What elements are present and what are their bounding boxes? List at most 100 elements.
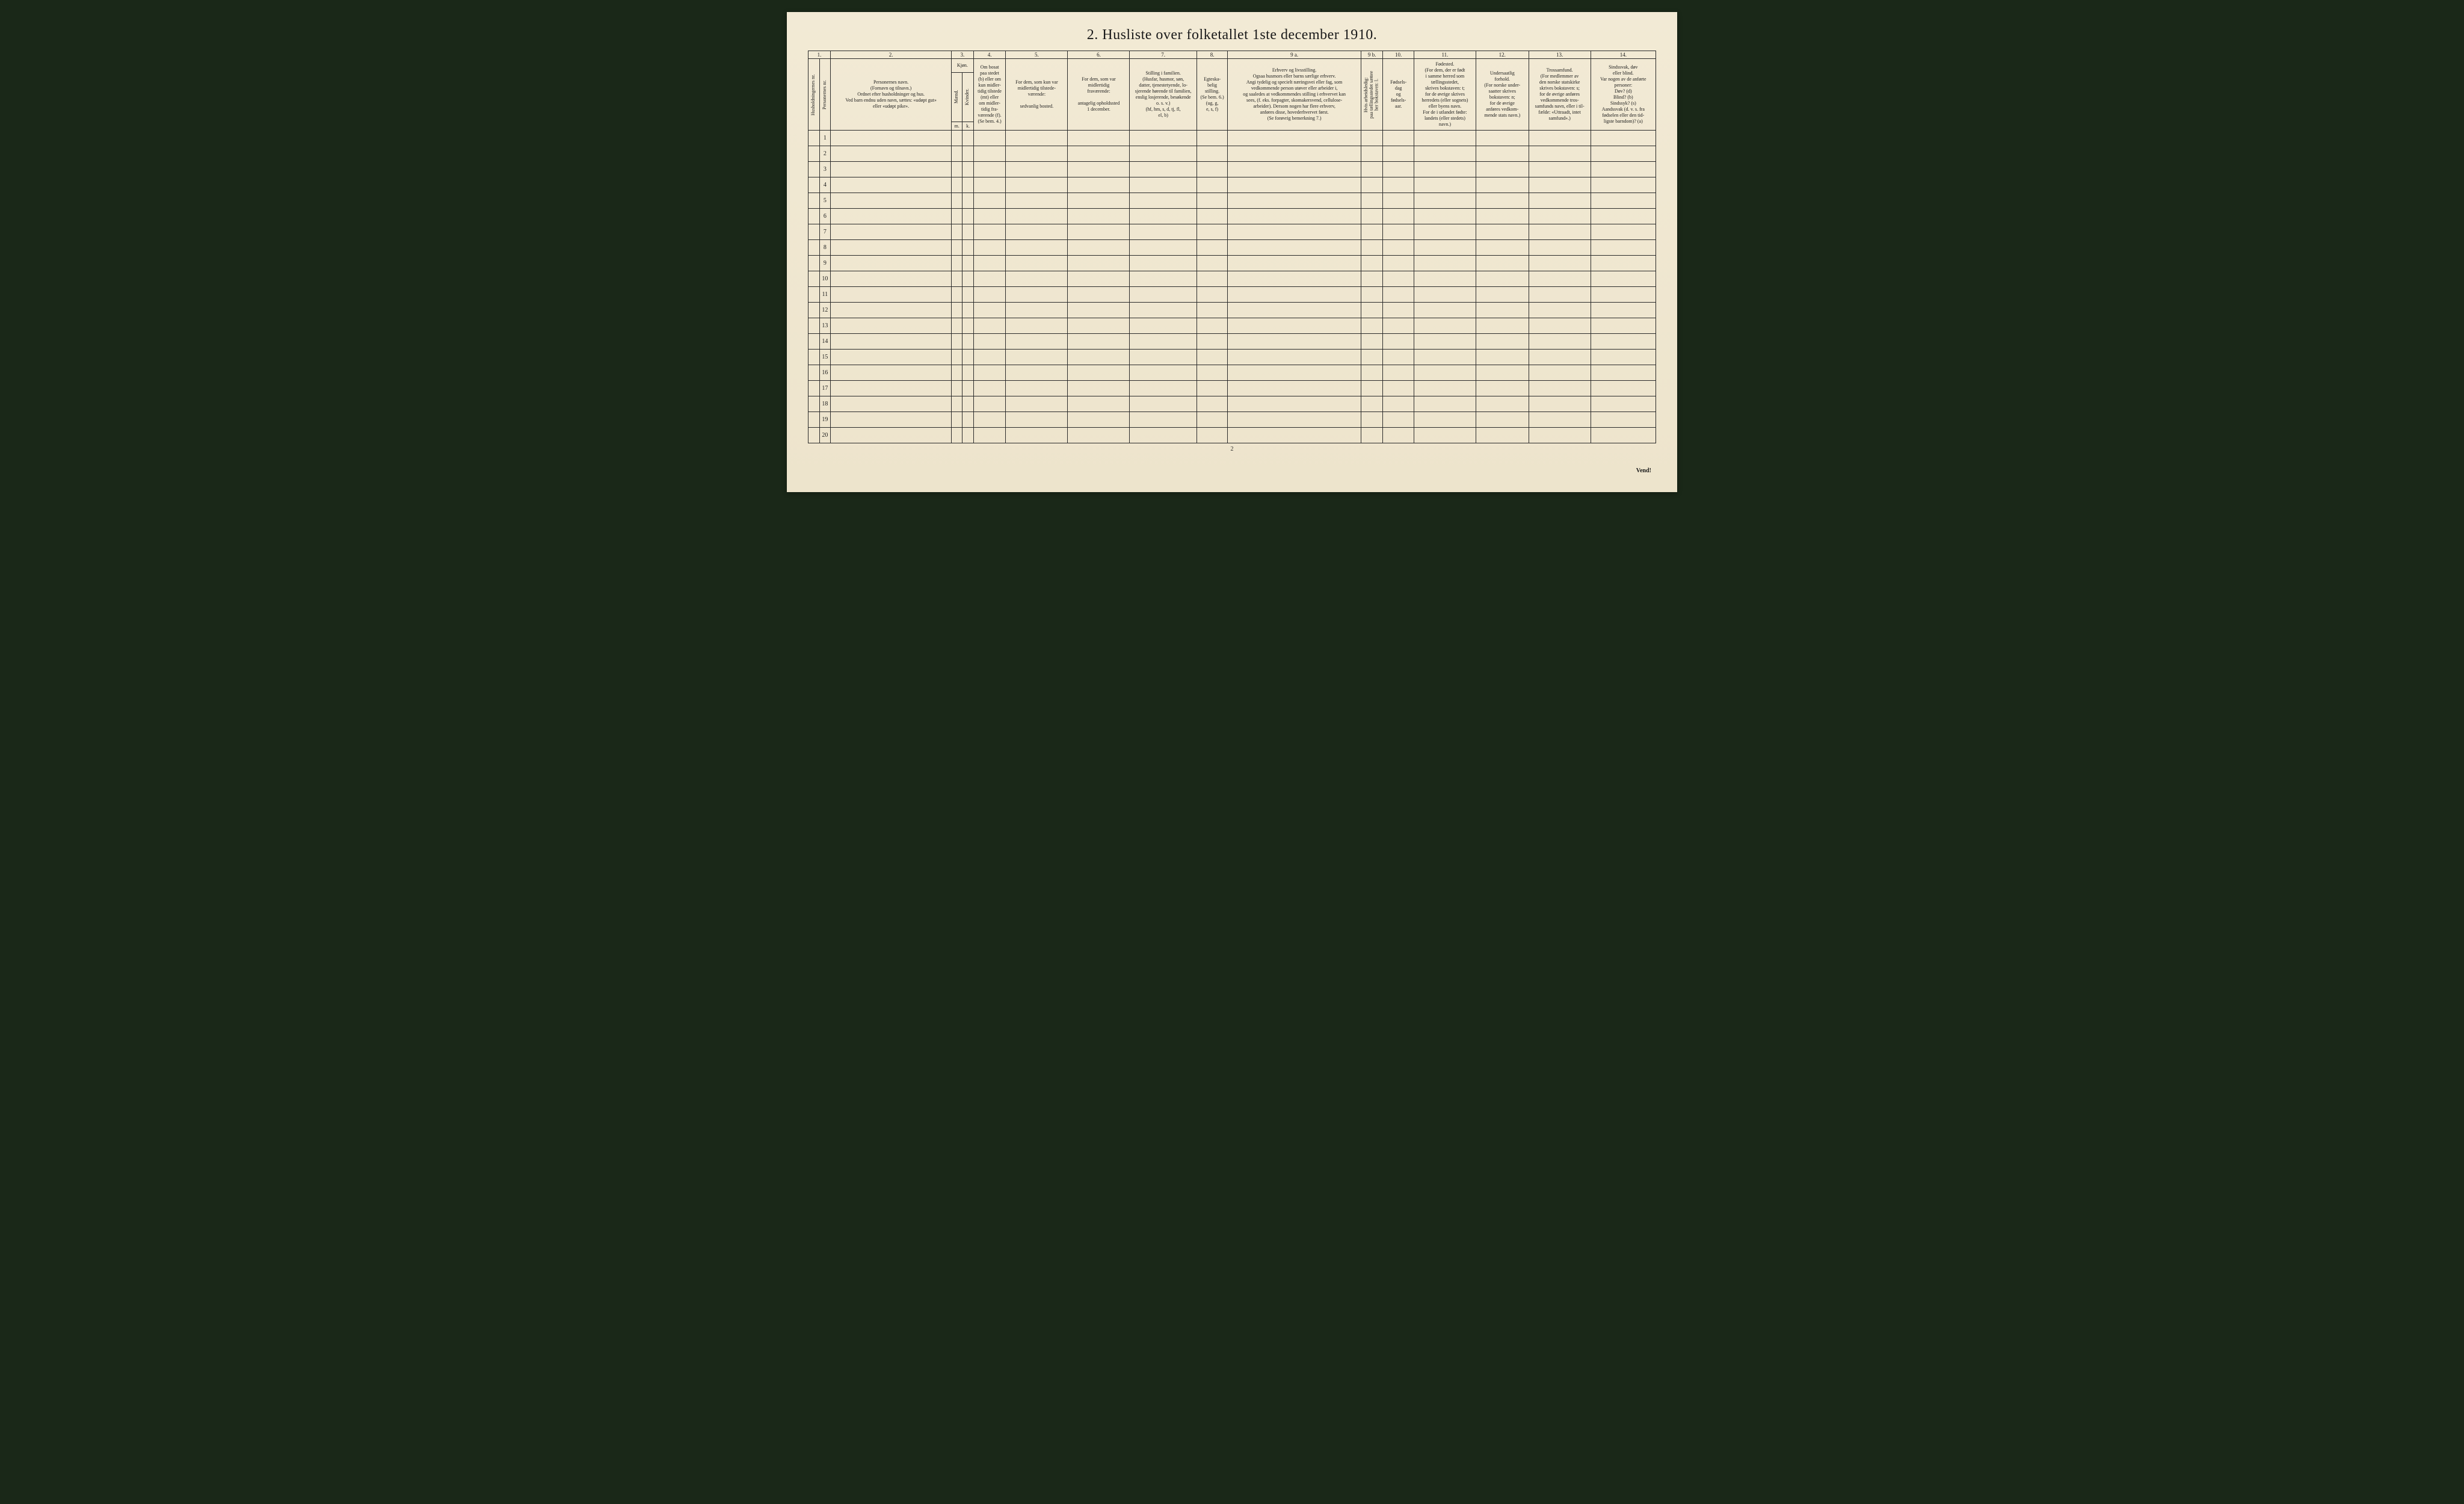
empty-cell	[1529, 381, 1591, 396]
empty-cell	[1197, 209, 1228, 224]
table-header: 1. 2. 3. 4. 5. 6. 7. 8. 9 a. 9 b. 10. 11…	[808, 51, 1656, 131]
empty-cell	[952, 271, 962, 287]
empty-cell	[973, 396, 1006, 412]
empty-cell	[1414, 381, 1476, 396]
empty-cell	[952, 146, 962, 162]
empty-cell	[1228, 381, 1361, 396]
empty-cell	[1529, 256, 1591, 271]
empty-cell	[1529, 318, 1591, 334]
empty-cell	[1006, 256, 1068, 271]
empty-cell	[1529, 396, 1591, 412]
empty-cell	[1361, 412, 1382, 428]
empty-cell	[1361, 146, 1382, 162]
empty-cell	[952, 256, 962, 271]
col-num-9b: 9 b.	[1361, 51, 1382, 59]
cell-husholdning-nr	[808, 428, 820, 443]
header-arbeidsledig: Hvis arbeidsledig: paa tællingsstedet sæ…	[1363, 66, 1380, 123]
empty-cell	[1476, 256, 1529, 271]
empty-cell	[952, 318, 962, 334]
empty-cell	[952, 365, 962, 381]
empty-cell	[1476, 287, 1529, 303]
empty-cell	[1068, 396, 1130, 412]
empty-cell	[962, 334, 973, 350]
cell-person-nr: 5	[819, 193, 831, 209]
empty-cell	[1228, 224, 1361, 240]
empty-cell	[1006, 365, 1068, 381]
table-row: 18	[808, 396, 1656, 412]
empty-cell	[973, 350, 1006, 365]
cell-husholdning-nr	[808, 224, 820, 240]
cell-husholdning-nr	[808, 162, 820, 177]
empty-cell	[973, 318, 1006, 334]
empty-cell	[1068, 240, 1130, 256]
empty-cell	[973, 428, 1006, 443]
empty-cell	[962, 271, 973, 287]
empty-cell	[973, 271, 1006, 287]
table-row: 14	[808, 334, 1656, 350]
empty-cell	[1476, 224, 1529, 240]
empty-cell	[1006, 303, 1068, 318]
table-row: 6	[808, 209, 1656, 224]
header-kjon: Kjøn.	[952, 59, 974, 73]
empty-cell	[1361, 350, 1382, 365]
empty-cell	[1130, 396, 1197, 412]
empty-cell	[1228, 412, 1361, 428]
empty-cell	[1006, 287, 1068, 303]
empty-cell	[973, 162, 1006, 177]
empty-cell	[1130, 177, 1197, 193]
empty-cell	[831, 412, 952, 428]
empty-cell	[1383, 131, 1414, 146]
empty-cell	[1068, 146, 1130, 162]
empty-cell	[1228, 162, 1361, 177]
empty-cell	[1361, 396, 1382, 412]
header-row-main: Husholdningernes nr. Personernes nr. Per…	[808, 59, 1656, 73]
cell-husholdning-nr	[808, 146, 820, 162]
empty-cell	[952, 177, 962, 193]
header-person-nr: Personernes nr.	[822, 66, 828, 123]
empty-cell	[1361, 381, 1382, 396]
cell-person-nr: 12	[819, 303, 831, 318]
empty-cell	[1476, 162, 1529, 177]
empty-cell	[1197, 193, 1228, 209]
cell-husholdning-nr	[808, 365, 820, 381]
table-row: 8	[808, 240, 1656, 256]
empty-cell	[952, 287, 962, 303]
page-title: 2. Husliste over folketallet 1ste decemb…	[808, 27, 1656, 43]
empty-cell	[1591, 193, 1656, 209]
empty-cell	[1130, 146, 1197, 162]
empty-cell	[831, 318, 952, 334]
cell-person-nr: 11	[819, 287, 831, 303]
empty-cell	[1414, 131, 1476, 146]
empty-cell	[1006, 334, 1068, 350]
empty-cell	[1529, 209, 1591, 224]
empty-cell	[1228, 428, 1361, 443]
empty-cell	[1361, 131, 1382, 146]
table-row: 7	[808, 224, 1656, 240]
empty-cell	[1130, 131, 1197, 146]
empty-cell	[973, 365, 1006, 381]
empty-cell	[962, 381, 973, 396]
header-fodselsdag: Fødsels- dag og fødsels- aar.	[1383, 59, 1414, 131]
empty-cell	[831, 271, 952, 287]
empty-cell	[1414, 365, 1476, 381]
empty-cell	[1006, 240, 1068, 256]
empty-cell	[973, 412, 1006, 428]
empty-cell	[1068, 412, 1130, 428]
empty-cell	[962, 412, 973, 428]
empty-cell	[952, 240, 962, 256]
header-erhverv: Erhverv og livsstilling. Ogsaa husmors e…	[1228, 59, 1361, 131]
empty-cell	[952, 350, 962, 365]
empty-cell	[973, 256, 1006, 271]
header-tilstede: For dem, som kun var midlertidig tilsted…	[1006, 59, 1068, 131]
table-body: 1234567891011121314151617181920	[808, 131, 1656, 443]
empty-cell	[962, 365, 973, 381]
empty-cell	[1476, 318, 1529, 334]
empty-cell	[1130, 256, 1197, 271]
empty-cell	[1383, 240, 1414, 256]
col-num-2: 2.	[831, 51, 952, 59]
empty-cell	[831, 177, 952, 193]
empty-cell	[831, 209, 952, 224]
empty-cell	[1414, 146, 1476, 162]
empty-cell	[1006, 131, 1068, 146]
empty-cell	[962, 177, 973, 193]
